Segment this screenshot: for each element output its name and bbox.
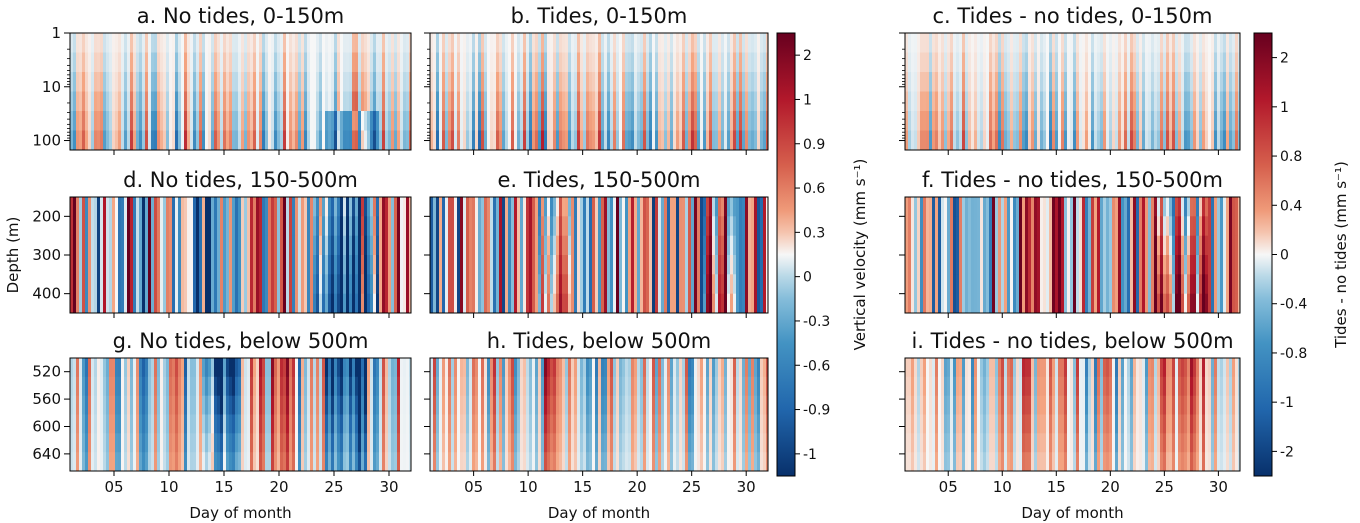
colorbar-1-tick-label-5: -0.4: [1280, 297, 1307, 313]
heatmap-h-tides-below-500m: [430, 358, 768, 471]
x-axis-label-col-2: Day of month: [1021, 504, 1123, 522]
panel-title-a-no-tides-0-150m: a. No tides, 0-150m: [137, 4, 345, 28]
colorbar-0-tick-label-6: -0.3: [803, 314, 830, 330]
y-tick-label-g-no-tides-below-500m-0: 520: [32, 363, 61, 381]
x-tick-label-g-no-tides-below-500m-5: 30: [379, 478, 398, 496]
colorbar-0: [776, 32, 796, 477]
y-tick-label-g-no-tides-below-500m-3: 640: [32, 445, 61, 463]
heatmap-a-no-tides-0-150m: [70, 33, 411, 150]
colorbar-1-tick-label-6: -0.8: [1280, 346, 1307, 362]
x-tick-label-i-tides-no-tides-below-500m-3: 20: [1101, 478, 1120, 496]
x-tick-label-i-tides-no-tides-below-500m-4: 25: [1155, 478, 1174, 496]
x-tick-label-i-tides-no-tides-below-500m-1: 10: [993, 478, 1012, 496]
panels-layer: [70, 33, 1240, 471]
x-tick-label-g-no-tides-below-500m-4: 25: [324, 478, 343, 496]
panel-title-f-tides-no-tides-150-500m: f. Tides - no tides, 150-500m: [922, 168, 1223, 192]
panel-title-h-tides-below-500m: h. Tides, below 500m: [487, 329, 712, 353]
x-axis-label-col-0: Day of month: [189, 504, 291, 522]
x-tick-label-h-tides-below-500m-4: 25: [682, 478, 701, 496]
x-tick-label-h-tides-below-500m-0: 05: [464, 478, 483, 496]
x-tick-label-i-tides-no-tides-below-500m-2: 15: [1047, 478, 1066, 496]
y-axis-label: Depth (m): [4, 217, 22, 294]
y-tick-label-d-no-tides-150-500m-1: 300: [32, 246, 61, 264]
heatmap-g-no-tides-below-500m: [70, 358, 411, 471]
colorbar-0-tick-label-5: 0: [803, 270, 812, 286]
colorbar-1-tick-label-4: 0: [1280, 248, 1289, 264]
panel-title-g-no-tides-below-500m: g. No tides, below 500m: [113, 329, 369, 353]
panel-title-d-no-tides-150-500m: d. No tides, 150-500m: [123, 168, 358, 192]
frame-h-tides-below-500m: [429, 357, 769, 472]
y-tick-label-a-no-tides-0-150m-2: 100: [32, 132, 61, 150]
x-tick-label-h-tides-below-500m-5: 30: [737, 478, 756, 496]
y-tick-label-d-no-tides-150-500m-0: 200: [32, 207, 61, 225]
heatmap-b-tides-0-150m: [430, 33, 768, 150]
heatmap-i-tides-no-tides-below-500m: [905, 358, 1240, 471]
frame-i-tides-no-tides-below-500m: [904, 357, 1241, 472]
x-tick-label-g-no-tides-below-500m-0: 05: [104, 478, 123, 496]
colorbar-0-tick-label-7: -0.6: [803, 358, 830, 374]
x-tick-label-i-tides-no-tides-below-500m-5: 30: [1209, 478, 1228, 496]
x-tick-label-g-no-tides-below-500m-2: 15: [214, 478, 233, 496]
colorbar-1-label: Tides - no tides (mm s⁻¹): [1332, 161, 1350, 349]
y-tick-label-g-no-tides-below-500m-2: 600: [32, 417, 61, 435]
frame-c-tides-no-tides-0-150m: [904, 32, 1241, 151]
colorbar-0-tick-label-3: 0.6: [803, 181, 825, 197]
colorbar-0-label: Vertical velocity (mm s⁻¹): [851, 159, 869, 351]
y-tick-label-d-no-tides-150-500m-2: 400: [32, 285, 61, 303]
colorbar-0-tick-label-8: -0.9: [803, 403, 830, 419]
colorbar-0-tick-label-9: -1: [803, 447, 817, 463]
frame-a-no-tides-0-150m: [69, 32, 412, 151]
colorbar-0-tick-label-1: 1: [803, 92, 812, 108]
colorbar-1-tick-label-1: 1: [1280, 100, 1289, 116]
heatmap-c-tides-no-tides-0-150m: [905, 33, 1240, 150]
panel-title-c-tides-no-tides-0-150m: c. Tides - no tides, 0-150m: [933, 4, 1213, 28]
x-tick-label-i-tides-no-tides-below-500m-0: 05: [939, 478, 958, 496]
colorbar-1-tick-label-2: 0.8: [1280, 149, 1302, 165]
heatmap-e-tides-150-500m: [430, 197, 768, 313]
colorbar-0-tick-label-0: 2: [803, 48, 812, 64]
heatmap-f-tides-no-tides-150-500m: [905, 197, 1240, 313]
colorbar-1-tick-label-3: 0.4: [1280, 198, 1302, 214]
colorbar-1-tick-label-7: -1: [1280, 395, 1294, 411]
colorbar-1-tick-label-0: 2: [1280, 51, 1289, 67]
x-tick-label-h-tides-below-500m-3: 20: [628, 478, 647, 496]
panel-title-b-tides-0-150m: b. Tides, 0-150m: [511, 4, 688, 28]
x-tick-label-h-tides-below-500m-2: 15: [573, 478, 592, 496]
frame-g-no-tides-below-500m: [69, 357, 412, 472]
colorbar-0-tick-label-4: 0.3: [803, 225, 825, 241]
colorbars-layer: 2 1 0.9 0.6 0.3 0 -0.3 -0.6 -0.9 -1 Vertical veloc…: [776, 32, 1350, 477]
y-tick-label-a-no-tides-0-150m-1: 10: [42, 78, 61, 96]
panel-title-i-tides-no-tides-below-500m: i. Tides - no tides, below 500m: [911, 329, 1233, 353]
colorbar-1: [1253, 32, 1273, 477]
frame-b-tides-0-150m: [429, 32, 769, 151]
panel-title-e-tides-150-500m: e. Tides, 150-500m: [497, 168, 700, 192]
heatmap-d-no-tides-150-500m: [70, 197, 411, 313]
colorbar-1-tick-label-8: -2: [1280, 444, 1294, 460]
x-tick-label-h-tides-below-500m-1: 10: [519, 478, 538, 496]
x-tick-label-g-no-tides-below-500m-3: 20: [269, 478, 288, 496]
x-axis-label-col-1: Day of month: [548, 504, 650, 522]
y-tick-label-a-no-tides-0-150m-0: 1: [51, 24, 61, 42]
y-tick-label-g-no-tides-below-500m-1: 560: [32, 390, 61, 408]
colorbar-0-tick-label-2: 0.9: [803, 137, 825, 153]
x-tick-label-g-no-tides-below-500m-1: 10: [159, 478, 178, 496]
